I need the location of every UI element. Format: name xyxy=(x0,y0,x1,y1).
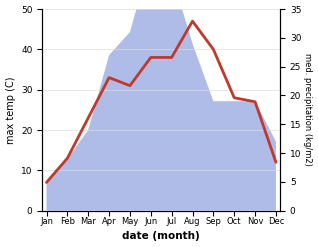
X-axis label: date (month): date (month) xyxy=(122,231,200,242)
Y-axis label: med. precipitation (kg/m2): med. precipitation (kg/m2) xyxy=(303,53,313,166)
Y-axis label: max temp (C): max temp (C) xyxy=(5,76,16,144)
